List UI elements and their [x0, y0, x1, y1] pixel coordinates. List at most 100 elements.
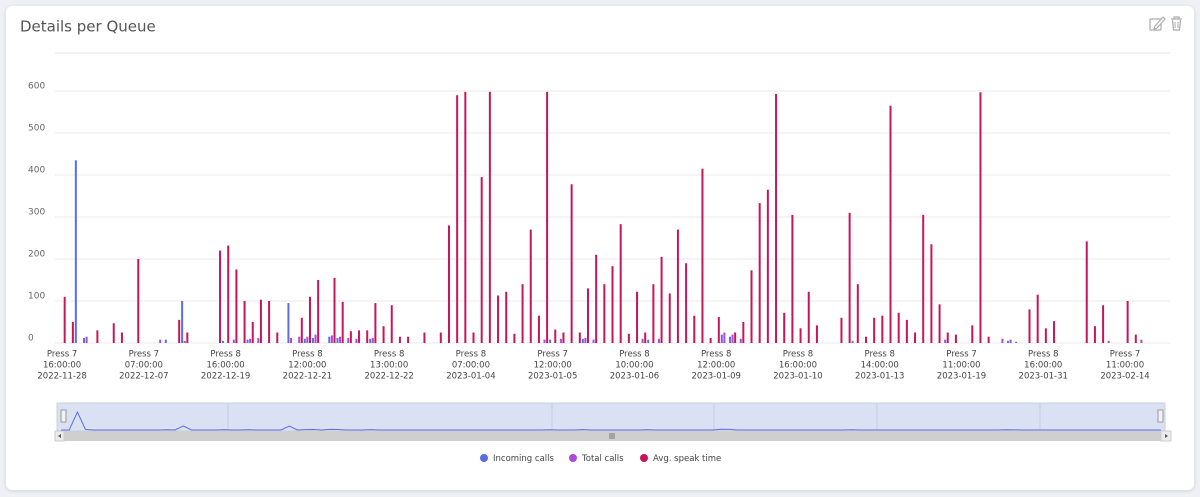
legend-marker	[569, 454, 577, 462]
x-tick-label: Press 7	[537, 350, 567, 360]
bar	[137, 259, 140, 343]
bar	[300, 317, 303, 343]
bar	[472, 332, 475, 343]
bar	[930, 244, 933, 343]
bar	[120, 332, 123, 343]
bar	[1107, 340, 1110, 343]
bar	[783, 312, 786, 343]
bar	[290, 337, 293, 343]
bar	[243, 301, 246, 343]
bar	[856, 284, 859, 343]
bar	[398, 336, 401, 343]
bar	[971, 325, 974, 343]
navigator-handle-left[interactable]	[60, 409, 67, 423]
bar	[546, 91, 549, 343]
bar	[227, 245, 230, 343]
legend-item[interactable]: Total calls	[569, 454, 624, 464]
bar	[347, 337, 350, 343]
bar	[889, 105, 892, 343]
bar	[627, 333, 630, 343]
bar	[660, 256, 663, 343]
bar	[603, 284, 606, 343]
delete-icon[interactable]	[1171, 16, 1182, 31]
bar	[328, 336, 331, 343]
bar	[505, 291, 508, 343]
legend-label: Avg. speak time	[653, 454, 721, 464]
bar	[336, 337, 339, 343]
legend-marker	[640, 454, 648, 462]
bar	[63, 296, 66, 343]
edit-icon[interactable]	[1149, 16, 1166, 31]
bar	[181, 301, 184, 343]
bar	[592, 339, 595, 343]
legend-item[interactable]: Incoming calls	[480, 454, 554, 464]
navigator-handle-right[interactable]	[1157, 409, 1164, 423]
bar	[720, 334, 723, 343]
x-tick-label: 2023-01-31	[1019, 372, 1068, 382]
bar	[881, 315, 884, 343]
bar	[791, 214, 794, 343]
bar	[807, 291, 810, 343]
x-tick-label: Press 8	[210, 350, 240, 360]
x-tick-label: 2023-01-09	[692, 372, 741, 382]
bar	[1009, 339, 1012, 343]
bar	[1036, 294, 1039, 343]
x-tick-label: 2023-01-13	[855, 372, 904, 382]
bar	[1006, 340, 1009, 343]
bar	[456, 95, 459, 343]
bar	[251, 322, 254, 343]
bar	[946, 332, 949, 343]
bar	[358, 330, 361, 343]
y-tick-label: 300	[28, 208, 45, 218]
y-tick-label: 600	[28, 82, 45, 92]
bar	[529, 229, 532, 343]
bar	[731, 334, 734, 343]
bar	[369, 338, 372, 343]
scrollbar-grip	[609, 433, 615, 439]
bar	[584, 337, 587, 343]
bar	[1053, 321, 1056, 343]
bar	[657, 338, 660, 343]
bar	[1140, 339, 1143, 343]
bar	[339, 336, 342, 343]
x-tick-label: 12:00:00	[534, 361, 572, 371]
bar	[355, 338, 358, 343]
bar	[1126, 301, 1129, 343]
bar	[164, 339, 167, 343]
x-tick-label: 2023-02-14	[1100, 372, 1149, 382]
bar	[311, 337, 314, 343]
legend-item[interactable]: Avg. speak time	[640, 454, 721, 464]
x-tick-label: 10:00:00	[615, 361, 653, 371]
bar	[423, 332, 426, 343]
y-tick-label: 400	[28, 166, 45, 176]
bar	[739, 338, 742, 343]
bar	[186, 332, 189, 343]
bar	[578, 332, 581, 343]
legend-label: Total calls	[581, 454, 624, 464]
x-tick-label: Press 7	[47, 350, 77, 360]
x-tick-label: Press 8	[783, 350, 813, 360]
bar	[701, 168, 704, 343]
legend-label: Incoming calls	[493, 454, 554, 464]
bar	[554, 329, 557, 343]
navigator-range	[56, 402, 1166, 432]
bar	[799, 328, 802, 343]
bar	[366, 330, 369, 343]
bar	[766, 189, 769, 343]
bar	[537, 315, 540, 343]
bar	[1001, 338, 1004, 343]
bar	[303, 338, 306, 343]
x-tick-label: 2022-11-28	[37, 372, 86, 382]
bar	[306, 336, 309, 343]
y-tick-label: 200	[28, 250, 45, 260]
bar	[349, 331, 352, 343]
bar	[1093, 326, 1096, 343]
bar	[308, 296, 311, 343]
x-tick-label: 2022-12-19	[201, 372, 250, 382]
bar	[390, 305, 393, 343]
bar	[562, 332, 565, 343]
x-tick-label: 14:00:00	[861, 361, 899, 371]
bar	[83, 337, 86, 343]
x-tick-label: Press 8	[456, 350, 486, 360]
